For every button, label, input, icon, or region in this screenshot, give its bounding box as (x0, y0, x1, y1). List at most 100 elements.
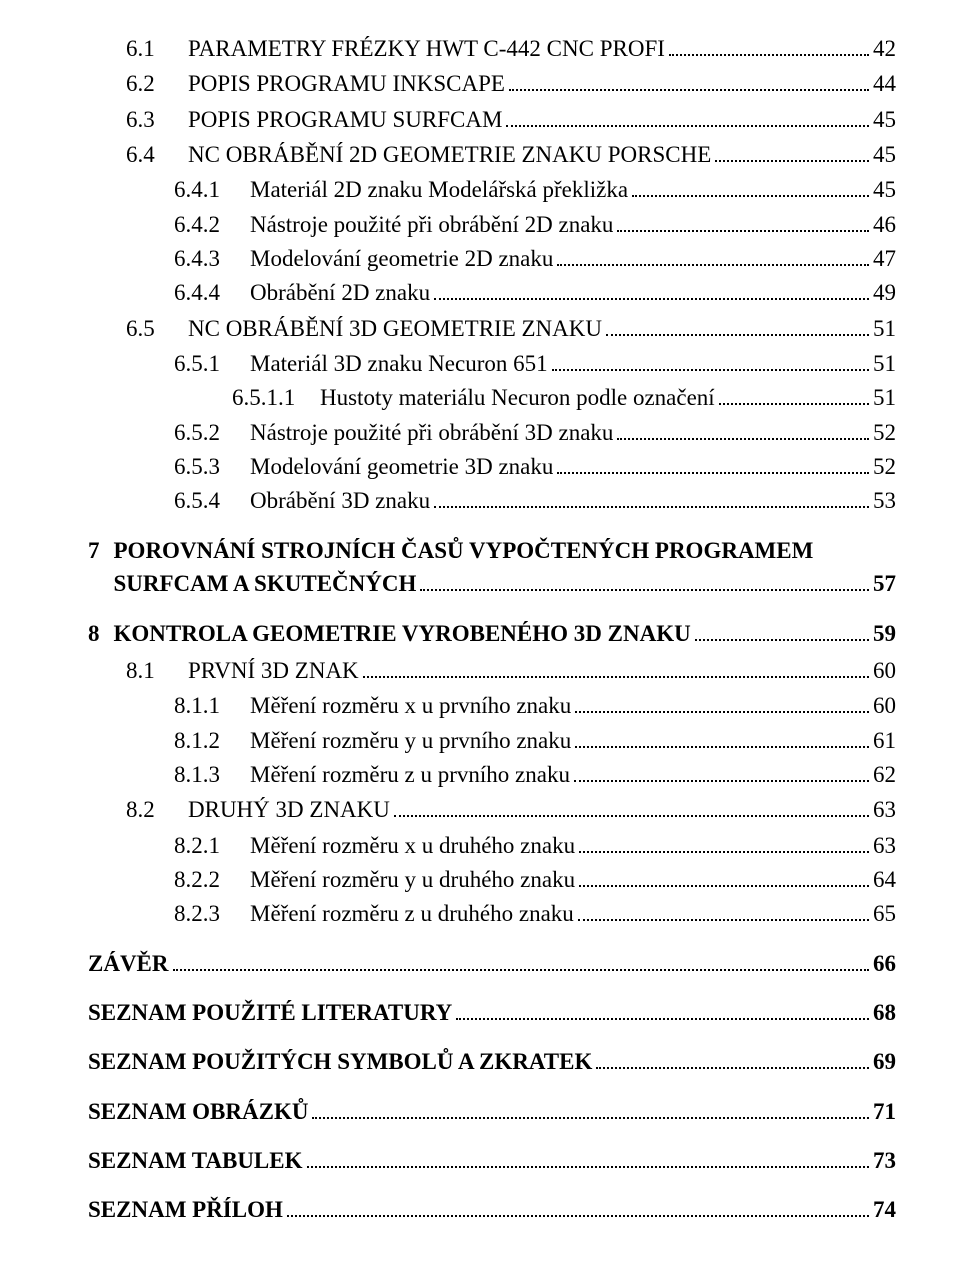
toc-entry-title: Obrábění 3D znaku (250, 484, 430, 517)
toc-entry-page: 51 (873, 381, 896, 414)
toc-entry-number: 8.1.3 (174, 758, 236, 791)
toc-entry-page: 49 (873, 276, 896, 309)
toc-entry-number: 6.4.4 (174, 276, 236, 309)
toc-entry: 6.2 POPIS PROGRAMU INKSCAPE 44 (126, 67, 896, 100)
toc-entry-title: SEZNAM POUŽITÉ LITERATURY (88, 996, 452, 1029)
toc-entry: 8.2.3Měření rozměru z u druhého znaku65 (174, 897, 896, 930)
toc-entry-page: 74 (873, 1193, 896, 1226)
toc-entry-number: 6.1 (126, 32, 174, 65)
toc-entry: 6.4NC OBRÁBĚNÍ 2D GEOMETRIE ZNAKU PORSCH… (126, 138, 896, 171)
toc-leader (506, 111, 869, 127)
toc-leader (579, 837, 869, 853)
toc-entry: SEZNAM TABULEK 73 (88, 1144, 896, 1177)
toc-entry-page: 44 (873, 67, 896, 100)
toc-entry: 7 POROVNÁNÍ STROJNÍCH ČASŮ VYPOČTENÝCH PR… (88, 534, 896, 601)
toc-entry-title: SURFCAM A SKUTEČNÝCH (114, 567, 417, 600)
toc-entry-page: 66 (873, 947, 896, 980)
toc-entry-number: 6.4.1 (174, 173, 236, 206)
toc-leader (287, 1202, 869, 1218)
toc-entry: 6.1PARAMETRY FRÉZKY HWT C-442 CNC PROFI4… (126, 32, 896, 65)
toc-entry-number: 8.2.3 (174, 897, 236, 930)
toc-entry: 6.4.2 Nástroje použité při obrábění 2D zn… (174, 208, 896, 241)
toc-leader (557, 458, 869, 474)
toc-entry-number: 6.2 (126, 67, 174, 100)
toc-entry: 6.4.1 Materiál 2D znaku Modelářská překli… (174, 173, 896, 206)
toc-entry-title: Měření rozměru z u druhého znaku (250, 897, 574, 930)
toc-entry-number: 6.4 (126, 138, 174, 171)
toc-entry-title: NC OBRÁBĚNÍ 3D GEOMETRIE ZNAKU (188, 312, 602, 345)
toc-leader (434, 493, 869, 509)
toc-leader (434, 285, 869, 301)
toc-entry-number: 6.5.1.1 (232, 381, 306, 414)
toc-entry: 6.5.4 Obrábění 3D znaku 53 (174, 484, 896, 517)
toc-entry-number: 6.5.4 (174, 484, 236, 517)
toc-leader (632, 182, 869, 198)
toc-entry: SEZNAM POUŽITÉ LITERATURY68 (88, 996, 896, 1029)
toc-entry-page: 63 (873, 829, 896, 862)
toc-entry-number: 6.3 (126, 103, 174, 136)
toc-leader (574, 766, 869, 782)
toc-leader (695, 625, 869, 641)
toc-entry-page: 53 (873, 484, 896, 517)
toc-entry-number: 6.4.3 (174, 242, 236, 275)
toc-leader (578, 905, 869, 921)
toc-entry-wrap: POROVNÁNÍ STROJNÍCH ČASŮ VYPOČTENÝCH PRO… (114, 534, 897, 601)
toc-entry-page: 63 (873, 793, 896, 826)
toc-leader (363, 662, 869, 678)
toc-entry-number: 8.1 (126, 654, 174, 687)
toc-entry-page: 59 (873, 617, 896, 650)
toc-entry-number: 8.2.1 (174, 829, 236, 862)
toc-entry-number: 6.4.2 (174, 208, 236, 241)
toc-entry-title: Měření rozměru x u druhého znaku (250, 829, 575, 862)
toc-entry-title: SEZNAM PŘÍLOH (88, 1193, 283, 1226)
toc-entry-title: Měření rozměru y u prvního znaku (250, 724, 571, 757)
toc-entry-title: Měření rozměru y u druhého znaku (250, 863, 575, 896)
toc-entry-page: 73 (873, 1144, 896, 1177)
toc-entry-title: POPIS PROGRAMU INKSCAPE (188, 67, 505, 100)
toc-entry-page: 62 (873, 758, 896, 791)
toc-entry-title: Nástroje použité při obrábění 3D znaku (250, 416, 613, 449)
toc-entry-number: 8.2.2 (174, 863, 236, 896)
toc-entry-number: 7 (88, 534, 100, 567)
toc-entry-number: 6.5 (126, 312, 174, 345)
toc-entry-page: 45 (873, 173, 896, 206)
toc-entry-page: 47 (873, 242, 896, 275)
toc-entry-title: Měření rozměru z u prvního znaku (250, 758, 570, 791)
toc-leader (420, 575, 869, 591)
toc-entry: 6.5.1Materiál 3D znaku Necuron 65151 (174, 347, 896, 380)
toc-entry-page: 51 (873, 312, 896, 345)
toc-entry: 8.1.1Měření rozměru x u prvního znaku60 (174, 689, 896, 722)
toc-entry-page: 52 (873, 416, 896, 449)
toc-entry-title: Nástroje použité při obrábění 2D znaku (250, 208, 613, 241)
toc-entry-title: ZÁVĚR (88, 947, 169, 980)
toc-entry: 6.5.3Modelování geometrie 3D znaku52 (174, 450, 896, 483)
toc-leader (579, 871, 869, 887)
toc-leader (509, 76, 869, 92)
toc-entry-title: PARAMETRY FRÉZKY HWT C-442 CNC PROFI (188, 32, 665, 65)
toc-entry-number: 8 (88, 617, 100, 650)
toc-entry-title: SEZNAM TABULEK (88, 1144, 303, 1177)
toc-entry: SEZNAM OBRÁZKŮ71 (88, 1095, 896, 1128)
toc-entry: 6.5 NC OBRÁBĚNÍ 3D GEOMETRIE ZNAKU 51 (126, 312, 896, 345)
toc-entry-title: Materiál 3D znaku Necuron 651 (250, 347, 548, 380)
toc-leader (312, 1103, 869, 1119)
toc-entry-number: 6.5.2 (174, 416, 236, 449)
toc-entry: SEZNAM PŘÍLOH 74 (88, 1193, 896, 1226)
toc-entry-page: 46 (873, 208, 896, 241)
toc-leader (552, 355, 869, 371)
toc-entry-page: 51 (873, 347, 896, 380)
toc-leader (575, 697, 869, 713)
toc-leader (456, 1004, 869, 1020)
toc-entry: 6.5.2 Nástroje použité při obrábění 3D zn… (174, 416, 896, 449)
toc-entry-title: Hustoty materiálu Necuron podle označení (320, 381, 715, 414)
toc-entry: 8.2DRUHÝ 3D ZNAKU63 (126, 793, 896, 826)
toc-entry-page: 45 (873, 138, 896, 171)
toc-leader (606, 320, 869, 336)
toc-entry-page: 64 (873, 863, 896, 896)
toc-entry: 8.1PRVNÍ 3D ZNAK60 (126, 654, 896, 687)
toc-entry-page: 71 (873, 1095, 896, 1128)
toc-leader (669, 40, 869, 56)
toc-entry-title: Materiál 2D znaku Modelářská překližka (250, 173, 628, 206)
toc-entry-title: POPIS PROGRAMU SURFCAM (188, 103, 502, 136)
toc-entry-page: 69 (873, 1045, 896, 1078)
